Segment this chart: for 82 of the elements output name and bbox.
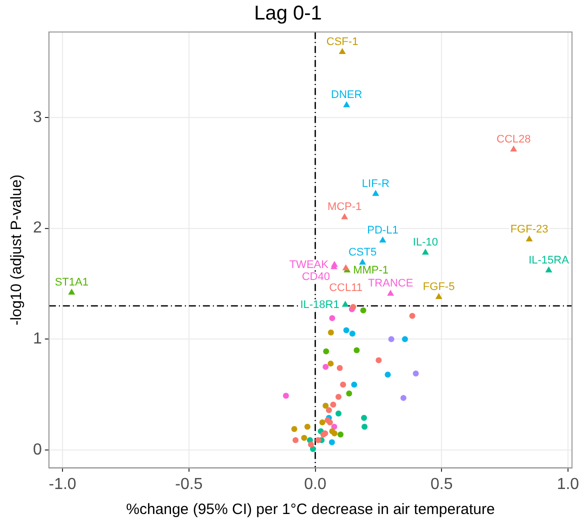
point: [346, 390, 352, 397]
annotation: CSF-1: [326, 36, 358, 48]
point: [338, 432, 344, 438]
point: [330, 402, 336, 408]
annotation: DNER: [331, 89, 362, 102]
point: [310, 446, 316, 452]
point: [322, 364, 329, 370]
annotation: MMP-1: [353, 264, 389, 276]
x-tick-label: 1.0: [556, 476, 580, 493]
point: [336, 365, 343, 371]
annotation: TWEAK: [289, 258, 330, 271]
y-axis-title: -log10 (adjust P-value): [8, 174, 26, 326]
point: [68, 288, 76, 295]
point: [362, 424, 368, 430]
annotation: PD-L1: [367, 224, 398, 237]
point: [328, 439, 335, 446]
point: [308, 442, 314, 448]
point: [326, 407, 332, 414]
annotation: IL-15RA: [528, 254, 570, 266]
point: [422, 248, 429, 255]
point: [349, 330, 356, 337]
point: [402, 336, 408, 342]
point: [387, 290, 394, 296]
point: [282, 392, 289, 399]
point: [545, 266, 552, 272]
point: [322, 402, 329, 409]
point: [292, 437, 299, 444]
point: [323, 348, 330, 354]
annotation: CCL28: [496, 134, 531, 146]
point: [379, 236, 386, 242]
point: [291, 426, 298, 432]
point: [354, 347, 360, 354]
point: [526, 235, 533, 242]
x-tick-label: -1.0: [48, 476, 76, 493]
point: [329, 315, 336, 322]
y-tick-label: 0: [32, 441, 42, 458]
point: [328, 330, 334, 336]
annotation: FGF-23: [510, 223, 548, 236]
point: [304, 424, 310, 430]
point: [351, 382, 358, 388]
point: [301, 434, 308, 441]
x-tick-label: -0.5: [175, 476, 203, 493]
point: [510, 146, 518, 152]
point: [372, 190, 380, 196]
point: [409, 312, 416, 319]
point: [336, 410, 342, 416]
point: [343, 327, 350, 334]
annotation: CCL11: [329, 282, 363, 294]
point: [341, 213, 348, 220]
annotation: IL-18R1: [300, 298, 340, 311]
x-tick-label: 0.5: [430, 476, 453, 493]
point: [435, 293, 442, 300]
point: [342, 300, 349, 307]
point: [343, 101, 350, 108]
x-axis-title: %change (95% CI) per 1°C decrease in air temperature: [126, 501, 495, 518]
point: [361, 414, 368, 421]
point: [400, 394, 406, 401]
point: [412, 370, 419, 377]
point: [328, 360, 334, 367]
chart-title: Lag 0-1: [254, 2, 322, 25]
annotation: LIF-R: [362, 178, 390, 190]
point: [315, 437, 322, 444]
annotation: CD40: [302, 271, 330, 284]
annotation: MCP-1: [327, 201, 362, 214]
point: [376, 357, 382, 364]
point: [384, 372, 391, 378]
point: [319, 419, 326, 426]
point: [359, 258, 366, 265]
y-tick-label: 2: [32, 220, 42, 237]
annotation: FGF-5: [422, 281, 455, 294]
y-tick-label: 3: [32, 108, 42, 126]
annotation: ST1A1: [54, 276, 88, 289]
point: [340, 382, 346, 388]
annotation: CST5: [348, 246, 377, 259]
x-tick-label: 0.0: [304, 476, 326, 493]
annotation: TRANCE: [368, 278, 414, 290]
annotation: IL-10: [412, 236, 438, 249]
y-tick-label: 1: [32, 330, 42, 348]
point: [336, 394, 342, 400]
point: [338, 48, 346, 54]
point: [388, 336, 394, 342]
point: [360, 307, 366, 314]
